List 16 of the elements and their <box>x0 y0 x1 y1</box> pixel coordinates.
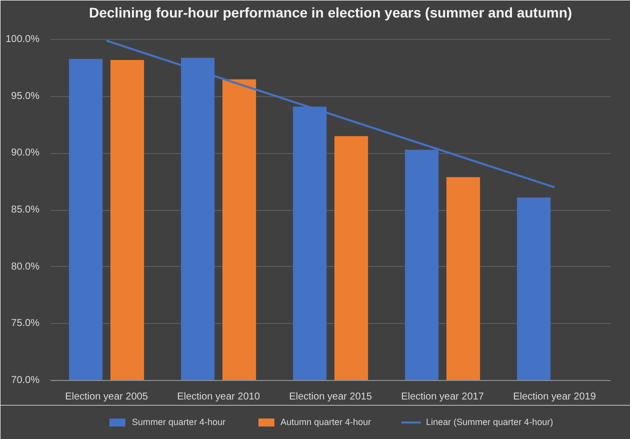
y-tick-label: 85.0% <box>11 204 40 216</box>
y-tick-label: 70.0% <box>11 375 40 386</box>
y-tick-label: 95.0% <box>11 90 40 102</box>
y-tick-label: 90.0% <box>11 148 40 159</box>
x-tick-label: Election year 2010 <box>177 392 260 402</box>
x-tick-label: Election year 2019 <box>513 392 596 402</box>
legend-label: Linear (Summer quarter 4-hour) <box>426 417 554 427</box>
chart-title: Declining four-hour performance in election years (summer and autumn) <box>88 4 572 20</box>
legend-label: Autumn quarter 4-hour <box>280 417 372 427</box>
y-tick-label: 100.0% <box>6 34 40 46</box>
y-tick-label: 75.0% <box>11 318 40 330</box>
legend-label: Summer quarter 4-hour <box>132 417 226 427</box>
x-tick-label: Election year 2005 <box>65 392 148 402</box>
x-tick-label: Election year 2015 <box>289 392 372 402</box>
x-tick-label: Election year 2017 <box>401 392 484 402</box>
y-tick-label: 80.0% <box>11 261 40 272</box>
